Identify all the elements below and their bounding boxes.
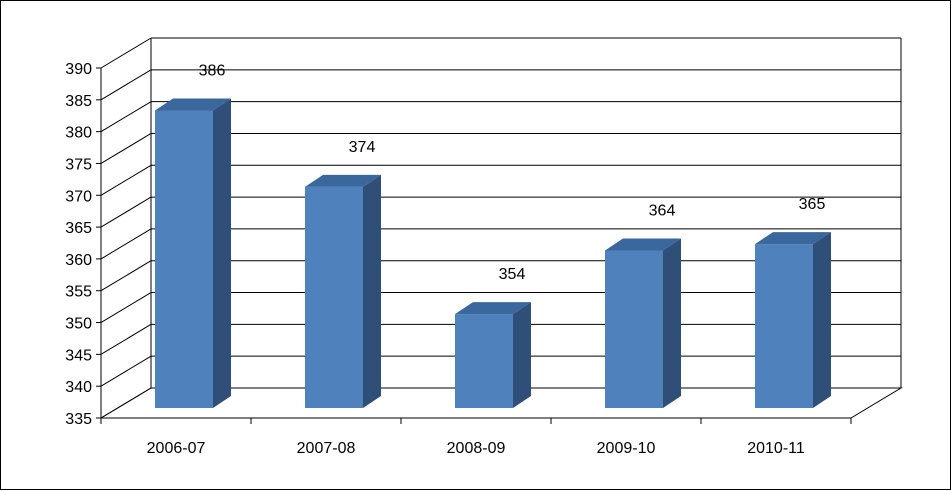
y-tick-label: 340 <box>65 379 92 396</box>
bar-side-face <box>663 238 681 408</box>
y-tick-label: 390 <box>65 61 92 78</box>
gridline-diagonal <box>100 355 152 387</box>
y-tick-label: 365 <box>65 220 92 237</box>
data-label: 374 <box>349 139 376 156</box>
bar-front-face <box>305 186 363 408</box>
bar-2007-08 <box>305 174 381 408</box>
y-tick-label: 380 <box>65 125 92 142</box>
bars <box>155 98 831 409</box>
gridline-diagonal <box>100 292 152 323</box>
bar-top-face <box>755 232 831 245</box>
gridline-diagonal <box>100 164 152 196</box>
bar-front-face <box>755 244 813 408</box>
gridline-diagonal <box>100 101 152 133</box>
gridline-diagonal <box>100 196 152 228</box>
bar-front-face <box>155 110 213 409</box>
x-tick-label: 2009-10 <box>597 440 656 457</box>
bar-top-face <box>305 174 381 187</box>
data-labels: 386 374 354 364 365 <box>199 62 826 283</box>
y-tick-label: 375 <box>65 156 92 173</box>
bar-top-face <box>455 302 531 315</box>
gridline-diagonal <box>100 133 152 164</box>
data-label: 365 <box>799 196 826 213</box>
gridlines <box>99 37 903 419</box>
bar-top-face <box>155 98 231 111</box>
data-label: 386 <box>199 62 226 79</box>
data-label: 364 <box>649 202 676 219</box>
data-label: 354 <box>499 266 526 283</box>
bar-2009-10 <box>605 238 681 408</box>
bar-front-face <box>455 314 513 408</box>
x-axis-ticks: 2006-07 2007-08 2008-09 2009-10 2010-11 <box>100 418 852 457</box>
y-tick-label: 350 <box>65 316 92 333</box>
bar-top-face <box>605 238 681 251</box>
gridline-diagonal <box>100 37 152 69</box>
bar-2006-07 <box>155 98 231 409</box>
x-tick-label: 2006-07 <box>147 440 206 457</box>
gridline-diagonal <box>100 323 152 355</box>
x-tick-label: 2010-11 <box>747 440 805 457</box>
bar-side-face <box>213 98 231 409</box>
y-tick-label: 370 <box>65 188 92 205</box>
bar-front-face <box>605 250 663 408</box>
bar-side-face <box>813 232 831 408</box>
bar-2008-09 <box>455 302 531 408</box>
gridline-diagonal <box>100 69 152 101</box>
x-tick-label: 2008-09 <box>447 440 506 457</box>
y-tick-label: 360 <box>65 252 92 269</box>
x-tick-label: 2007-08 <box>297 440 356 457</box>
y-tick-label: 345 <box>65 347 92 364</box>
bar-side-face <box>363 174 381 408</box>
y-tick-label: 335 <box>65 411 92 428</box>
y-tick-label: 385 <box>65 93 92 110</box>
gridline-diagonal <box>100 260 152 292</box>
y-tick-label: 355 <box>65 284 92 301</box>
bar-2010-11 <box>755 232 831 408</box>
gridline-diagonal <box>100 228 152 260</box>
y-axis-ticks: 335 340 345 350 355 360 365 370 375 380 385 390 <box>65 61 101 428</box>
axes <box>100 68 851 419</box>
bar-side-face <box>513 302 531 408</box>
